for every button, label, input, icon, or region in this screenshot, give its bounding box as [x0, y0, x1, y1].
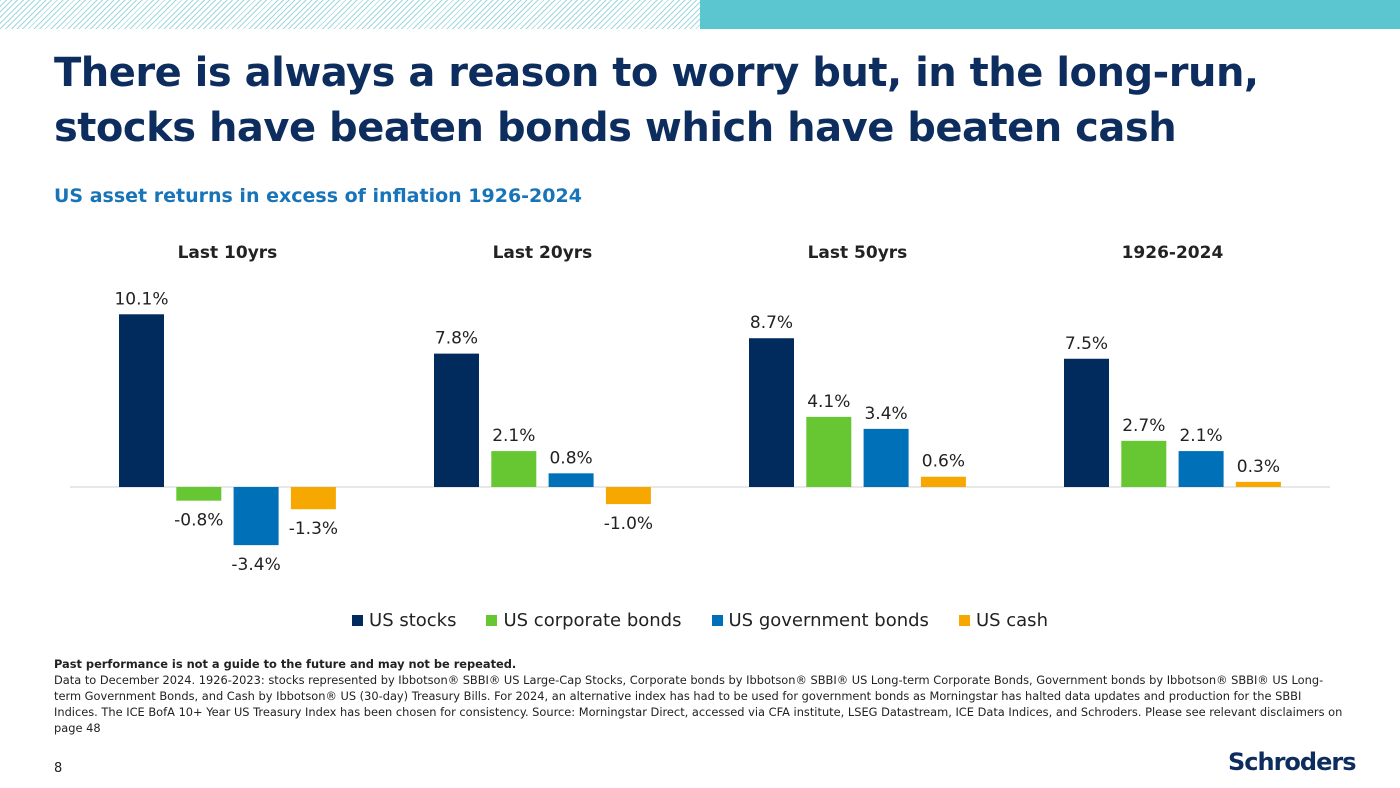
- category-labels: Last 10yrs Last 20yrs Last 50yrs 1926-2024: [178, 243, 1224, 263]
- data-label: -1.0%: [604, 514, 653, 534]
- data-label: -0.8%: [174, 511, 223, 531]
- top-accent-bar: [700, 0, 1400, 29]
- bar: [920, 476, 966, 487]
- bar: [290, 487, 336, 510]
- data-label: -1.3%: [289, 519, 338, 539]
- bar: [806, 416, 852, 487]
- page-title: There is always a reason to worry but, i…: [54, 46, 1334, 156]
- footnote-sources: Data to December 2024. 1926-2023: stocks…: [54, 673, 1343, 735]
- legend-label: US cash: [975, 610, 1048, 631]
- bar: [1121, 440, 1167, 487]
- data-label: 2.1%: [492, 426, 535, 446]
- bar: [233, 487, 279, 546]
- bar: [548, 473, 594, 487]
- legend-label: US corporate bonds: [503, 610, 682, 631]
- bar: [1178, 451, 1224, 487]
- data-label: 0.6%: [922, 452, 965, 472]
- legend-item: US cash: [958, 610, 1048, 631]
- bar: [1235, 481, 1281, 487]
- page-number: 8: [54, 761, 63, 776]
- schroders-logo: Schroders: [1228, 748, 1356, 776]
- chart-subtitle: US asset returns in excess of inflation …: [54, 185, 582, 207]
- legend-swatch: [486, 615, 498, 626]
- bar: [434, 353, 479, 487]
- bars-group: [119, 314, 1281, 546]
- bar: [491, 451, 537, 487]
- data-label: -3.4%: [231, 555, 280, 575]
- title-line-1: There is always a reason to worry but, i…: [54, 50, 1259, 96]
- legend-item: US stocks: [352, 610, 456, 631]
- data-label: 2.1%: [1179, 426, 1222, 446]
- bar: [1064, 358, 1109, 487]
- legend-swatch: [352, 615, 364, 626]
- bar: [119, 314, 164, 487]
- top-hatch-band: [0, 0, 700, 29]
- data-label: 8.7%: [750, 313, 793, 333]
- data-label: 4.1%: [807, 392, 850, 412]
- data-label: 3.4%: [864, 404, 907, 424]
- legend-item: US corporate bonds: [486, 610, 682, 631]
- title-line-2: stocks have beaten bonds which have beat…: [54, 105, 1177, 151]
- data-label: 10.1%: [114, 289, 168, 309]
- bar: [176, 487, 222, 501]
- data-label: 0.3%: [1237, 457, 1280, 477]
- bar: [605, 487, 651, 505]
- legend-label: US stocks: [369, 610, 457, 631]
- bar: [863, 428, 909, 487]
- data-label: 7.8%: [435, 329, 478, 349]
- chart-legend: US stocks US corporate bonds US government…: [0, 610, 1400, 631]
- footnote-disclaimer: Past performance is not a guide to the f…: [54, 657, 517, 671]
- legend-swatch: [958, 615, 970, 626]
- category-label: Last 20yrs: [493, 243, 593, 263]
- category-label: 1926-2024: [1122, 243, 1224, 263]
- data-label: 0.8%: [549, 448, 592, 468]
- data-label: 2.7%: [1122, 416, 1165, 436]
- bar-chart: Last 10yrs Last 20yrs Last 50yrs 1926-2024 …: [70, 243, 1330, 575]
- legend-label: US government bonds: [728, 610, 929, 631]
- legend-swatch: [711, 615, 723, 626]
- category-label: Last 50yrs: [808, 243, 908, 263]
- data-label: 7.5%: [1065, 334, 1108, 354]
- bar: [749, 338, 794, 487]
- footnote: Past performance is not a guide to the f…: [54, 656, 1344, 736]
- legend-item: US government bonds: [711, 610, 929, 631]
- value-labels: 10.1% -0.8% -3.4% -1.3% 7.8% 2.1% 0.8% -1.0% 8.7…: [114, 289, 1280, 575]
- category-label: Last 10yrs: [178, 243, 278, 263]
